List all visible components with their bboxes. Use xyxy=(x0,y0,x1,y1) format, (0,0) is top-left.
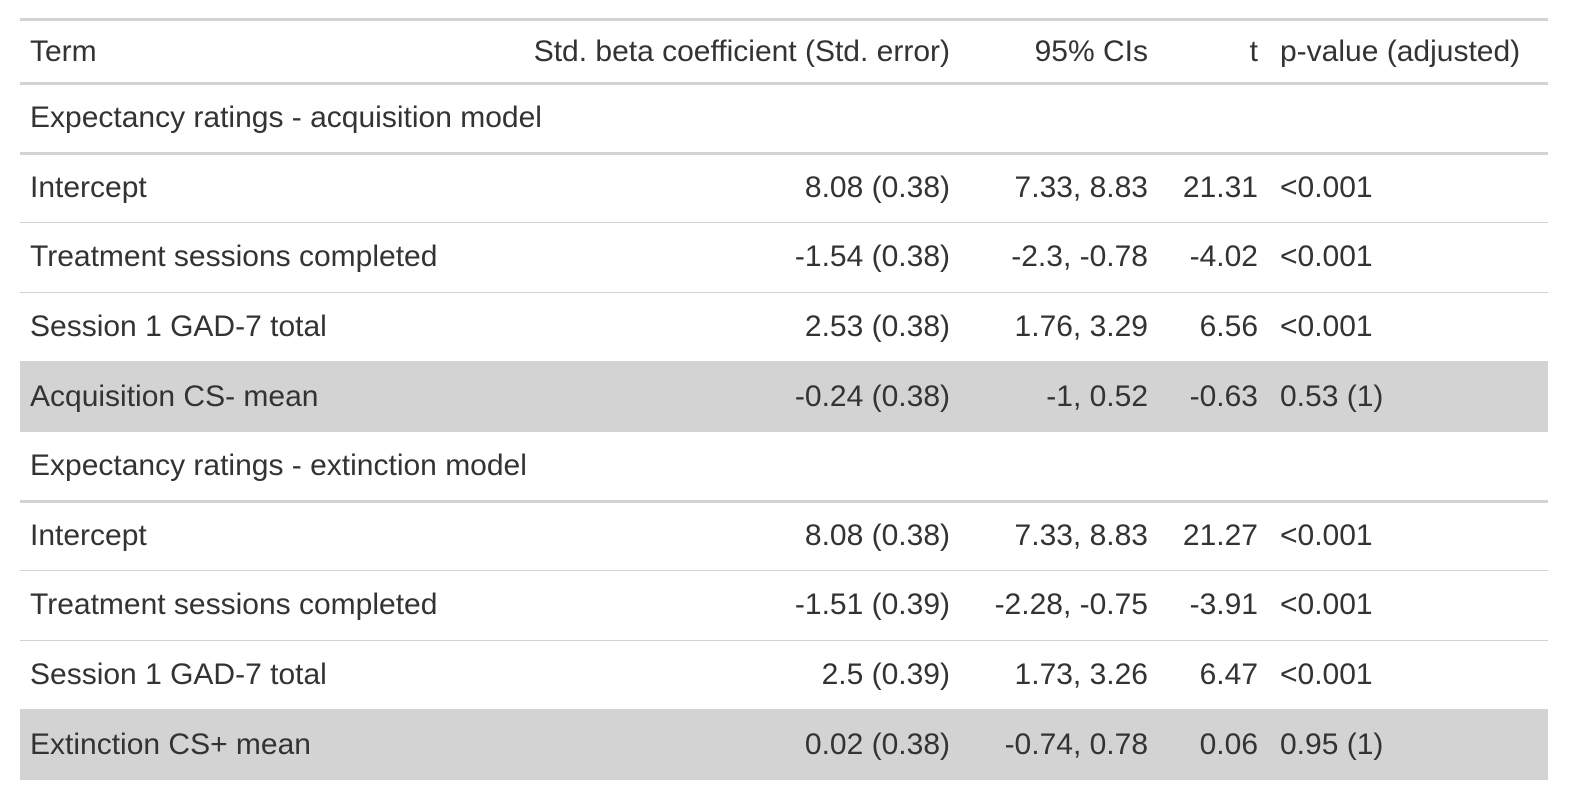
table-row: Acquisition CS- mean -0.24 (0.38) -1, 0.52… xyxy=(20,361,1548,432)
table-row: Extinction CS+ mean 0.02 (0.38) -0.74, 0.7… xyxy=(20,709,1548,780)
table-row: Intercept 8.08 (0.38) 7.33, 8.83 21.27 <0.00… xyxy=(20,501,1548,572)
group-label: Expectancy ratings - extinction model xyxy=(20,431,1548,503)
estimate-cell: 0.02 (0.38) xyxy=(480,709,958,780)
ci-cell: 1.73, 3.26 xyxy=(958,640,1158,711)
group-label: Expectancy ratings - acquisition model xyxy=(20,83,1548,155)
p-value-cell: 0.53 (1) xyxy=(1264,361,1548,432)
term-cell: Intercept xyxy=(20,153,480,224)
estimate-cell: 8.08 (0.38) xyxy=(480,501,958,572)
p-value-cell: <0.001 xyxy=(1264,222,1548,293)
p-value-cell: <0.001 xyxy=(1264,292,1548,363)
column-header-estimate: Std. beta coefficient (Std. error) xyxy=(480,18,958,85)
p-value-cell: 0.95 (1) xyxy=(1264,709,1548,780)
estimate-cell: -1.51 (0.39) xyxy=(480,570,958,641)
ci-cell: -1, 0.52 xyxy=(958,361,1158,432)
t-value-cell: 6.56 xyxy=(1158,292,1264,363)
term-cell: Session 1 GAD-7 total xyxy=(20,640,480,711)
t-value-cell: 0.06 xyxy=(1158,709,1264,780)
ci-cell: 7.33, 8.83 xyxy=(958,501,1158,572)
ci-cell: 1.76, 3.29 xyxy=(958,292,1158,363)
ci-cell: 7.33, 8.83 xyxy=(958,153,1158,224)
estimate-cell: 2.53 (0.38) xyxy=(480,292,958,363)
term-cell: Treatment sessions completed xyxy=(20,222,480,293)
table-row: Treatment sessions completed -1.51 (0.39)… xyxy=(20,570,1548,641)
term-cell: Treatment sessions completed xyxy=(20,570,480,641)
table-row: Session 1 GAD-7 total 2.5 (0.39) 1.73, 3.2… xyxy=(20,640,1548,711)
regression-table: Term Std. beta coefficient (Std. error) … xyxy=(20,18,1548,780)
table-header: Term Std. beta coefficient (Std. error) … xyxy=(20,18,1548,85)
column-header-term: Term xyxy=(20,18,480,85)
p-value-cell: <0.001 xyxy=(1264,501,1548,572)
t-value-cell: -4.02 xyxy=(1158,222,1264,293)
table-row: Treatment sessions completed -1.54 (0.38)… xyxy=(20,222,1548,293)
term-cell: Intercept xyxy=(20,501,480,572)
table-row: Session 1 GAD-7 total 2.53 (0.38) 1.76, 3.… xyxy=(20,292,1548,363)
column-header-ci: 95% CIs xyxy=(958,18,1158,85)
t-value-cell: 6.47 xyxy=(1158,640,1264,711)
table-body: Expectancy ratings - acquisition model In… xyxy=(20,83,1548,780)
column-header-t: t xyxy=(1158,18,1264,85)
group-header-row: Expectancy ratings - acquisition model xyxy=(20,83,1548,155)
estimate-cell: -0.24 (0.38) xyxy=(480,361,958,432)
p-value-cell: <0.001 xyxy=(1264,153,1548,224)
term-cell: Session 1 GAD-7 total xyxy=(20,292,480,363)
t-value-cell: 21.31 xyxy=(1158,153,1264,224)
group-header-row: Expectancy ratings - extinction model xyxy=(20,431,1548,503)
estimate-cell: 8.08 (0.38) xyxy=(480,153,958,224)
estimate-cell: -1.54 (0.38) xyxy=(480,222,958,293)
t-value-cell: -3.91 xyxy=(1158,570,1264,641)
p-value-cell: <0.001 xyxy=(1264,570,1548,641)
ci-cell: -0.74, 0.78 xyxy=(958,709,1158,780)
term-cell: Extinction CS+ mean xyxy=(20,709,480,780)
p-value-cell: <0.001 xyxy=(1264,640,1548,711)
term-cell: Acquisition CS- mean xyxy=(20,361,480,432)
t-value-cell: -0.63 xyxy=(1158,361,1264,432)
t-value-cell: 21.27 xyxy=(1158,501,1264,572)
table-row: Intercept 8.08 (0.38) 7.33, 8.83 21.31 <0.00… xyxy=(20,153,1548,224)
ci-cell: -2.3, -0.78 xyxy=(958,222,1158,293)
ci-cell: -2.28, -0.75 xyxy=(958,570,1158,641)
column-header-p-value: p-value (adjusted) xyxy=(1264,18,1548,85)
estimate-cell: 2.5 (0.39) xyxy=(480,640,958,711)
header-row: Term Std. beta coefficient (Std. error) … xyxy=(20,18,1548,85)
